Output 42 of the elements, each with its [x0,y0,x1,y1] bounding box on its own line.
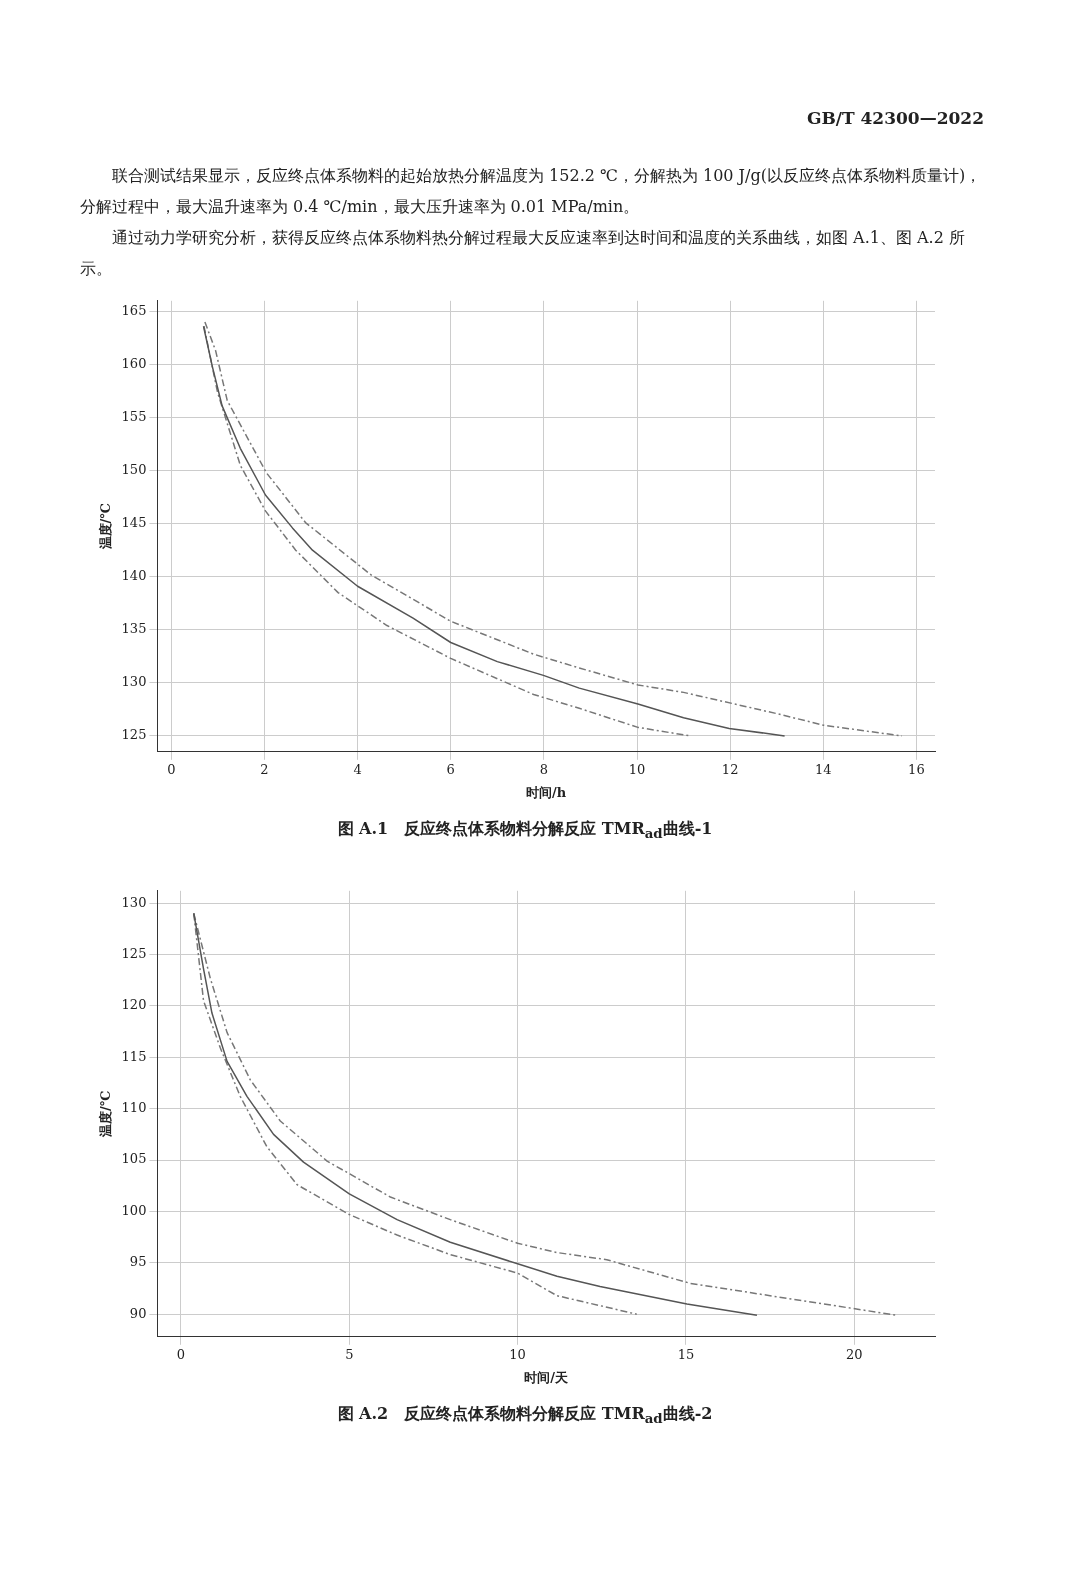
x-axis-title: 时间/天 [524,1369,570,1385]
y-tick-label: 90 [129,1305,147,1321]
x-tick-label: 2 [260,761,269,777]
y-tick-label: 120 [121,997,147,1013]
y-tick-label: 125 [121,945,147,961]
x-tick-label: 5 [345,1346,354,1362]
x-tick-label: 20 [845,1346,863,1362]
text: GB/T 42300—2022 [806,108,984,128]
y-tick-label: 100 [121,1202,147,1218]
x-tick-label: 4 [353,761,362,777]
y-tick-label: 125 [121,727,147,743]
y-tick-label: 145 [121,515,147,531]
y-tick-label: 130 [121,894,147,910]
x-tick-label: 6 [446,761,455,777]
x-tick-label: 12 [721,761,739,777]
x-tick-label: 8 [539,761,549,777]
text: 联合测试结果显示，反应终点体系物料的起始放热分解温度为 152.2 ℃，分解热为 100 J/g(以反应终点体系物料质量计)，分解过程中，最大温升速率为 0.4 ℃/min，最大压升速率为 0.01 MPa/min。 [80,165,983,218]
line-series [204,321,903,737]
x-tick-label: 16 [908,761,925,777]
y-tick-label: 95 [129,1254,147,1270]
y-axis-title: 温度/℃ [98,503,114,551]
text: 通过动力学研究分析，获得反应终点体系物料热分解过程最大反应速率到达时间和温度的关系曲线，如图 A.1、图 A.2 所示。 [80,227,966,280]
x-tick-label: 14 [814,761,832,777]
x-tick-label: 10 [628,761,646,777]
y-axis-title: 温度/℃ [98,1090,114,1138]
x-tick-label: 10 [509,1346,526,1362]
y-tick-label: 105 [121,1151,147,1167]
x-tick-label: 0 [176,1346,186,1362]
y-tick-label: 135 [121,621,147,637]
x-tick-label: 0 [167,761,176,777]
x-axis-title: 时间/h [526,784,567,800]
text: 图 A.2 反应终点体系物料分解反应 TMR$_{ad}$曲线-2 [336,1404,714,1427]
text: 图 A.1 反应终点体系物料分解反应 TMR$_{ad}$曲线-1 [336,819,714,842]
y-tick-label: 150 [121,461,147,477]
y-tick-label: 115 [121,1048,147,1064]
y-tick-label: 160 [121,355,147,371]
y-tick-label: 130 [121,674,147,690]
y-tick-label: 110 [121,1100,147,1116]
x-tick-label: 15 [677,1346,695,1362]
y-tick-label: 140 [121,568,147,584]
y-tick-label: 165 [121,302,147,318]
y-tick-label: 155 [121,408,147,424]
